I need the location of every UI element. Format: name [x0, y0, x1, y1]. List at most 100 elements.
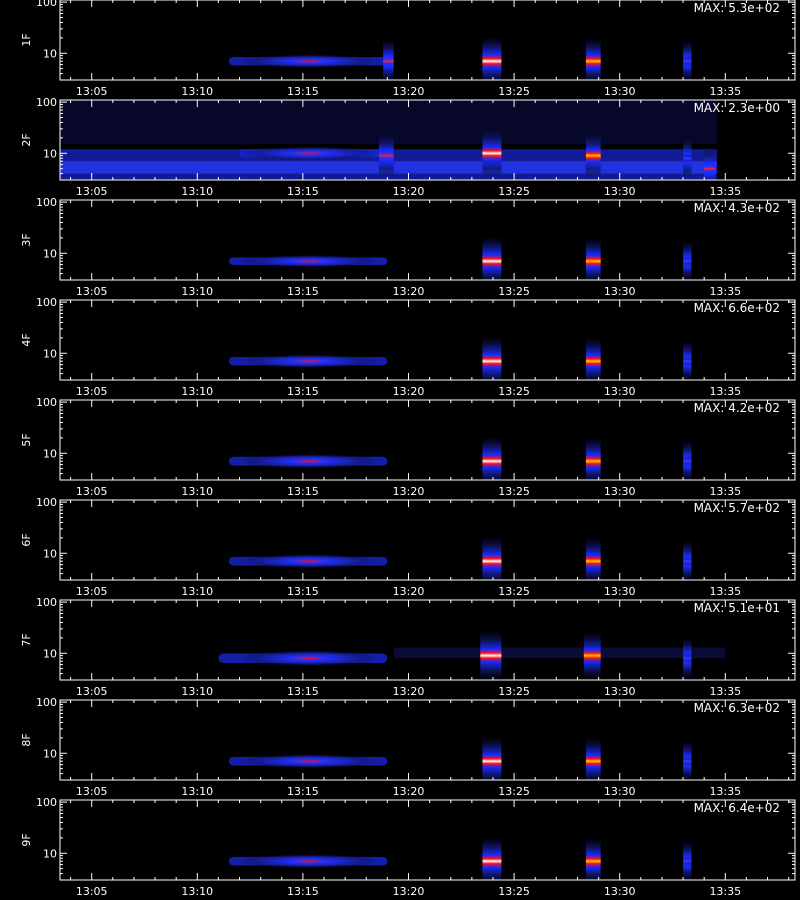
x-tick-label: 13:30: [604, 685, 636, 698]
panel-label: 7F: [20, 633, 33, 646]
x-tick-label: 13:10: [181, 785, 213, 798]
y-tick-label: 100: [36, 696, 57, 709]
x-tick-label: 13:10: [181, 285, 213, 298]
x-tick-label: 13:15: [287, 785, 319, 798]
axis-box: [59, 0, 796, 81]
burst-column: [683, 637, 692, 680]
burst-column: [482, 36, 502, 80]
burst-column: [482, 536, 502, 580]
x-tick-label: 13:35: [709, 485, 741, 498]
burst-column: [683, 740, 692, 780]
plot-area: [60, 600, 795, 680]
plot-area: [60, 800, 795, 880]
max-label: MAX: 2.3e+00: [694, 101, 780, 115]
x-tick-label: 13:15: [287, 85, 319, 98]
y-tick-label: 10: [43, 347, 57, 360]
x-tick-label: 13:10: [181, 485, 213, 498]
burst-peak: [239, 753, 380, 769]
max-label: MAX: 6.4e+02: [694, 801, 780, 815]
panel-label: 2F: [20, 133, 33, 146]
burst-peak: [239, 853, 380, 869]
axis-box: [59, 799, 796, 881]
axis-box: [59, 199, 796, 281]
burst-peak: [239, 145, 380, 161]
y-tick-label: 100: [36, 596, 57, 609]
x-tick-label: 13:25: [498, 385, 530, 398]
x-tick-label: 13:35: [709, 785, 741, 798]
plot-area: [60, 500, 795, 580]
x-tick-label: 13:10: [181, 385, 213, 398]
panel-label: 4F: [20, 333, 33, 346]
burst-column: [585, 237, 601, 280]
max-label: MAX: 6.3e+02: [694, 701, 780, 715]
burst-column: [683, 240, 692, 280]
y-tick-label: 100: [36, 496, 57, 509]
x-tick-label: 13:05: [76, 285, 108, 298]
plot-area: [60, 400, 795, 480]
burst-column: [482, 236, 502, 280]
burst-column: [683, 440, 692, 480]
panel-5F: 10 100 13:05 13:10 13:15 13:20 13:25 13:30 13:35…: [20, 396, 796, 498]
x-tick-label: 13:10: [181, 85, 213, 98]
axis-box: [59, 699, 796, 781]
y-tick-label: 10: [43, 747, 57, 760]
panel-label: 8F: [20, 733, 33, 746]
burst-column: [482, 336, 502, 380]
burst-peak: [239, 453, 380, 470]
x-tick-label: 13:30: [604, 285, 636, 298]
x-tick-label: 13:10: [181, 585, 213, 598]
plot-area: [60, 100, 795, 180]
burst-column: [482, 836, 502, 880]
x-tick-label: 13:15: [287, 485, 319, 498]
axis-box: [59, 299, 796, 381]
x-tick-label: 13:10: [181, 685, 213, 698]
x-tick-label: 13:30: [604, 185, 636, 198]
x-tick-label: 13:05: [76, 685, 108, 698]
y-tick-label: 100: [36, 96, 57, 109]
x-tick-label: 13:15: [287, 585, 319, 598]
burst-peak: [239, 254, 380, 268]
x-tick-label: 13:05: [76, 785, 108, 798]
x-tick-label: 13:10: [181, 185, 213, 198]
axis-box: [59, 99, 796, 181]
panel-label: 3F: [20, 233, 33, 246]
max-label: MAX: 5.1e+01: [694, 601, 780, 615]
y-tick-label: 10: [43, 547, 57, 560]
burst-column: [683, 40, 692, 80]
x-tick-label: 13:30: [604, 85, 636, 98]
burst-column: [683, 840, 692, 880]
x-tick-label: 13:30: [604, 385, 636, 398]
burst-column: [585, 437, 601, 480]
max-label: MAX: 4.2e+02: [694, 401, 780, 415]
x-tick-label: 13:20: [393, 385, 425, 398]
max-label: MAX: 5.3e+02: [694, 1, 780, 15]
burst-column: [585, 132, 601, 179]
panel-label: 6F: [20, 533, 33, 546]
x-tick-label: 13:25: [498, 85, 530, 98]
axis-box: [59, 399, 796, 481]
x-tick-label: 13:05: [76, 185, 108, 198]
x-tick-label: 13:30: [604, 485, 636, 498]
max-label: MAX: 5.7e+02: [694, 501, 780, 515]
y-tick-label: 100: [36, 796, 57, 809]
panel-1F: 10 100 13:05 13:10 13:15 13:20 13:25 13:30 13:35…: [20, 0, 796, 98]
x-tick-label: 13:05: [76, 385, 108, 398]
x-tick-label: 13:15: [287, 285, 319, 298]
x-tick-label: 13:25: [498, 185, 530, 198]
x-tick-label: 13:15: [287, 185, 319, 198]
y-tick-label: 10: [43, 47, 57, 60]
burst-column: [585, 537, 601, 580]
burst-column: [482, 436, 502, 480]
burst-column: [378, 133, 394, 178]
burst-column: [585, 337, 601, 380]
x-tick-label: 13:35: [709, 85, 741, 98]
burst-column: [585, 37, 601, 80]
x-tick-label: 13:35: [709, 585, 741, 598]
panel-9F: 10 100 13:05 13:10 13:15 13:20 13:25 13:30 13:35…: [20, 796, 796, 898]
axis-box: [59, 499, 796, 581]
max-label: MAX: 6.6e+02: [694, 301, 780, 315]
y-tick-label: 10: [43, 247, 57, 260]
burst-column: [704, 146, 715, 180]
y-tick-label: 100: [36, 0, 57, 9]
x-tick-label: 13:25: [498, 685, 530, 698]
